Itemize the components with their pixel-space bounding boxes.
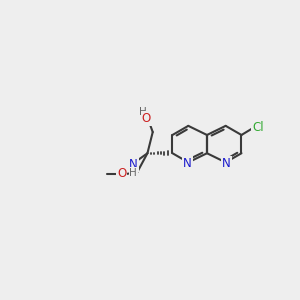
Text: H: H (129, 168, 137, 178)
Text: O: O (117, 167, 126, 180)
Text: O: O (142, 112, 151, 125)
Text: Cl: Cl (252, 121, 264, 134)
Text: N: N (222, 157, 231, 170)
Text: N: N (129, 158, 138, 171)
Text: H: H (139, 107, 147, 117)
Text: N: N (183, 157, 192, 170)
